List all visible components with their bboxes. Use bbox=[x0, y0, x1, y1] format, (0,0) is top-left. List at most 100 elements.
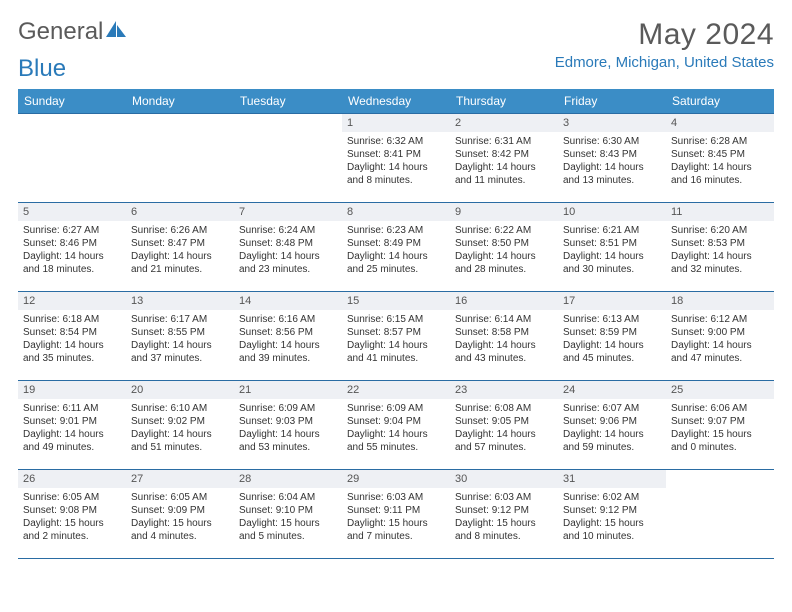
calendar-cell: 29Sunrise: 6:03 AMSunset: 9:11 PMDayligh… bbox=[342, 470, 450, 558]
calendar-cell bbox=[234, 114, 342, 202]
day-number: 5 bbox=[18, 203, 126, 221]
day-number: 1 bbox=[342, 114, 450, 132]
daylight-line: Daylight: 15 hours and 2 minutes. bbox=[23, 517, 121, 543]
calendar-cell: 5Sunrise: 6:27 AMSunset: 8:46 PMDaylight… bbox=[18, 203, 126, 291]
sunset-line: Sunset: 8:46 PM bbox=[23, 237, 121, 250]
daylight-line: Daylight: 14 hours and 47 minutes. bbox=[671, 339, 769, 365]
calendar-week: 12Sunrise: 6:18 AMSunset: 8:54 PMDayligh… bbox=[18, 292, 774, 381]
sunset-line: Sunset: 8:47 PM bbox=[131, 237, 229, 250]
sunset-line: Sunset: 9:03 PM bbox=[239, 415, 337, 428]
calendar-cell: 14Sunrise: 6:16 AMSunset: 8:56 PMDayligh… bbox=[234, 292, 342, 380]
calendar-cell: 1Sunrise: 6:32 AMSunset: 8:41 PMDaylight… bbox=[342, 114, 450, 202]
sunset-line: Sunset: 9:12 PM bbox=[563, 504, 661, 517]
day-number: 20 bbox=[126, 381, 234, 399]
calendar-cell: 27 Sunrise: 6:05 AMSunset: 9:09 PMDayligh… bbox=[126, 470, 234, 558]
calendar-cell: 23Sunrise: 6:08 AMSunset: 9:05 PMDayligh… bbox=[450, 381, 558, 469]
daylight-line: Daylight: 15 hours and 0 minutes. bbox=[671, 428, 769, 454]
sunrise-line: Sunrise: 6:27 AM bbox=[23, 224, 121, 237]
daylight-line: Daylight: 14 hours and 23 minutes. bbox=[239, 250, 337, 276]
sunrise-line: Sunrise: 6:14 AM bbox=[455, 313, 553, 326]
daylight-line: Daylight: 14 hours and 51 minutes. bbox=[131, 428, 229, 454]
day-number: 16 bbox=[450, 292, 558, 310]
daylight-line: Daylight: 14 hours and 41 minutes. bbox=[347, 339, 445, 365]
calendar-cell: 25Sunrise: 6:06 AMSunset: 9:07 PMDayligh… bbox=[666, 381, 774, 469]
brand-prefix: General bbox=[18, 18, 103, 46]
sunrise-line: Sunrise: 6:02 AM bbox=[563, 491, 661, 504]
sunset-line: Sunset: 8:58 PM bbox=[455, 326, 553, 339]
calendar-cell: 17Sunrise: 6:13 AMSunset: 8:59 PMDayligh… bbox=[558, 292, 666, 380]
sunrise-line: Sunrise: 6:05 AM bbox=[131, 491, 229, 504]
sunrise-line: Sunrise: 6:03 AM bbox=[455, 491, 553, 504]
calendar-cell: 24Sunrise: 6:07 AMSunset: 9:06 PMDayligh… bbox=[558, 381, 666, 469]
sunset-line: Sunset: 8:43 PM bbox=[563, 148, 661, 161]
sunset-line: Sunset: 8:50 PM bbox=[455, 237, 553, 250]
sunrise-line: Sunrise: 6:05 AM bbox=[23, 491, 121, 504]
sunset-line: Sunset: 8:55 PM bbox=[131, 326, 229, 339]
day-number: 27 bbox=[126, 470, 234, 488]
day-number: 6 bbox=[126, 203, 234, 221]
daylight-line: Daylight: 14 hours and 59 minutes. bbox=[563, 428, 661, 454]
calendar-cell bbox=[126, 114, 234, 202]
day-number: 4 bbox=[666, 114, 774, 132]
sunset-line: Sunset: 8:54 PM bbox=[23, 326, 121, 339]
brand-logo: General bbox=[18, 18, 128, 46]
day-number: 17 bbox=[558, 292, 666, 310]
calendar-cell: 16 Sunrise: 6:14 AMSunset: 8:58 PMDayligh… bbox=[450, 292, 558, 380]
calendar-week: 5 Sunrise: 6:27 AMSunset: 8:46 PM Daylight… bbox=[18, 203, 774, 292]
calendar-cell: 9Sunrise: 6:22 AMSunset: 8:50 PMDaylight… bbox=[450, 203, 558, 291]
calendar-cell: 28Sunrise: 6:04 AMSunset: 9:10 PMDayligh… bbox=[234, 470, 342, 558]
calendar-cell: 15Sunrise: 6:15 AMSunset: 8:57 PMDayligh… bbox=[342, 292, 450, 380]
daylight-line: Daylight: 14 hours and 8 minutes. bbox=[347, 161, 445, 187]
sunrise-line: Sunrise: 6:11 AM bbox=[23, 402, 121, 415]
sunset-line: Sunset: 8:42 PM bbox=[455, 148, 553, 161]
day-number: 26 bbox=[18, 470, 126, 488]
day-number: 9 bbox=[450, 203, 558, 221]
daylight-line: Daylight: 14 hours and 32 minutes. bbox=[671, 250, 769, 276]
day-number: 8 bbox=[342, 203, 450, 221]
day-header: Saturday bbox=[666, 89, 774, 113]
day-number: 23 bbox=[450, 381, 558, 399]
sunset-line: Sunset: 8:59 PM bbox=[563, 326, 661, 339]
sunset-line: Sunset: 8:41 PM bbox=[347, 148, 445, 161]
month-title: May 2024 bbox=[555, 18, 774, 52]
day-number: 13 bbox=[126, 292, 234, 310]
sunrise-line: Sunrise: 6:07 AM bbox=[563, 402, 661, 415]
sunset-line: Sunset: 8:53 PM bbox=[671, 237, 769, 250]
day-number: 12 bbox=[18, 292, 126, 310]
sunrise-line: Sunrise: 6:03 AM bbox=[347, 491, 445, 504]
daylight-line: Daylight: 14 hours and 11 minutes. bbox=[455, 161, 553, 187]
day-header: Friday bbox=[558, 89, 666, 113]
title-block: May 2024 Edmore, Michigan, United States bbox=[555, 18, 774, 71]
daylight-line: Daylight: 14 hours and 37 minutes. bbox=[131, 339, 229, 365]
daylight-line: Daylight: 14 hours and 25 minutes. bbox=[347, 250, 445, 276]
calendar-week: 19Sunrise: 6:11 AMSunset: 9:01 PMDayligh… bbox=[18, 381, 774, 470]
day-header-row: SundayMondayTuesdayWednesdayThursdayFrid… bbox=[18, 89, 774, 113]
sunrise-line: Sunrise: 6:21 AM bbox=[563, 224, 661, 237]
daylight-line: Daylight: 14 hours and 35 minutes. bbox=[23, 339, 121, 365]
day-number: 2 bbox=[450, 114, 558, 132]
daylight-line: Daylight: 15 hours and 7 minutes. bbox=[347, 517, 445, 543]
sunrise-line: Sunrise: 6:16 AM bbox=[239, 313, 337, 326]
calendar-cell: 7Sunrise: 6:24 AMSunset: 8:48 PMDaylight… bbox=[234, 203, 342, 291]
logo-sail-icon bbox=[106, 21, 128, 39]
calendar-week: 1Sunrise: 6:32 AMSunset: 8:41 PMDaylight… bbox=[18, 113, 774, 203]
sunrise-line: Sunrise: 6:31 AM bbox=[455, 135, 553, 148]
sunset-line: Sunset: 8:49 PM bbox=[347, 237, 445, 250]
daylight-line: Daylight: 14 hours and 43 minutes. bbox=[455, 339, 553, 365]
day-number: 24 bbox=[558, 381, 666, 399]
sunset-line: Sunset: 9:12 PM bbox=[455, 504, 553, 517]
calendar-cell: 20Sunrise: 6:10 AMSunset: 9:02 PMDayligh… bbox=[126, 381, 234, 469]
calendar-cell: 2 Sunrise: 6:31 AMSunset: 8:42 PMDaylight… bbox=[450, 114, 558, 202]
daylight-line: Daylight: 14 hours and 57 minutes. bbox=[455, 428, 553, 454]
sunset-line: Sunset: 9:09 PM bbox=[131, 504, 229, 517]
calendar-cell: 26Sunrise: 6:05 AMSunset: 9:08 PMDayligh… bbox=[18, 470, 126, 558]
day-number: 22 bbox=[342, 381, 450, 399]
sunrise-line: Sunrise: 6:13 AM bbox=[563, 313, 661, 326]
sunrise-line: Sunrise: 6:09 AM bbox=[239, 402, 337, 415]
sunrise-line: Sunrise: 6:18 AM bbox=[23, 313, 121, 326]
sunset-line: Sunset: 9:05 PM bbox=[455, 415, 553, 428]
calendar-cell: 8Sunrise: 6:23 AMSunset: 8:49 PMDaylight… bbox=[342, 203, 450, 291]
day-header: Thursday bbox=[450, 89, 558, 113]
daylight-line: Daylight: 15 hours and 4 minutes. bbox=[131, 517, 229, 543]
sunset-line: Sunset: 8:51 PM bbox=[563, 237, 661, 250]
